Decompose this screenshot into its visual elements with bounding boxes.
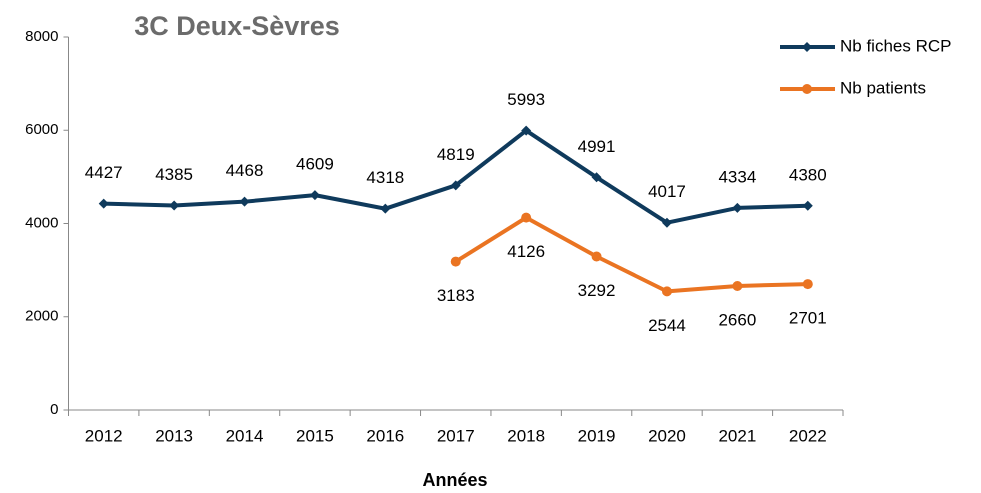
data-label: 4609 (296, 155, 334, 174)
marker (802, 279, 813, 290)
marker (521, 212, 532, 223)
series-line (454, 215, 808, 294)
marker (450, 180, 461, 191)
data-label: 4380 (789, 165, 827, 184)
marker (732, 202, 743, 213)
marker (661, 286, 672, 297)
x-tick-label: 2012 (85, 426, 123, 445)
y-tick-label: 8000 (25, 28, 58, 45)
x-tick-label: 2020 (648, 426, 686, 445)
x-tick-label: 2014 (226, 426, 264, 445)
x-tick-label: 2017 (437, 426, 475, 445)
legend-marker (802, 84, 812, 94)
data-label: 2544 (648, 316, 686, 335)
x-axis-title: Années (422, 470, 487, 490)
data-label: 3183 (437, 286, 475, 305)
y-tick-label: 0 (50, 401, 58, 418)
marker (239, 196, 250, 207)
x-tick-label: 2013 (155, 426, 193, 445)
marker (661, 217, 672, 228)
x-tick-label: 2015 (296, 426, 334, 445)
data-label: 2701 (789, 309, 827, 328)
legend-label: Nb patients (840, 78, 926, 97)
data-label: 3292 (578, 281, 616, 300)
x-tick-label: 2018 (507, 426, 545, 445)
y-tick-label: 2000 (25, 308, 58, 325)
data-label: 2660 (718, 310, 756, 329)
data-label: 4334 (718, 167, 756, 186)
marker (380, 203, 391, 214)
data-label: 4126 (507, 242, 545, 261)
marker (169, 200, 180, 211)
marker (450, 256, 461, 267)
data-label: 4017 (648, 182, 686, 201)
data-label: 5993 (507, 90, 545, 109)
y-tick-label: 4000 (25, 214, 58, 231)
y-tick-label: 6000 (25, 121, 58, 138)
data-label: 4385 (155, 165, 193, 184)
x-tick-label: 2016 (366, 426, 404, 445)
data-label: 4468 (226, 161, 264, 180)
marker (802, 200, 813, 211)
data-label: 4427 (85, 163, 123, 182)
chart-title: 3C Deux-Sèvres (134, 11, 340, 41)
x-tick-label: 2022 (789, 426, 827, 445)
marker (591, 172, 602, 183)
marker (309, 190, 320, 201)
data-label: 4819 (437, 145, 475, 164)
data-label: 4318 (366, 168, 404, 187)
marker (591, 251, 602, 262)
x-tick-label: 2021 (718, 426, 756, 445)
legend-marker (802, 42, 812, 52)
x-tick-label: 2019 (578, 426, 616, 445)
marker (98, 198, 109, 209)
data-label: 4991 (578, 137, 616, 156)
marker (521, 125, 532, 136)
marker (732, 280, 743, 291)
legend-label: Nb fiches RCP (840, 36, 951, 55)
